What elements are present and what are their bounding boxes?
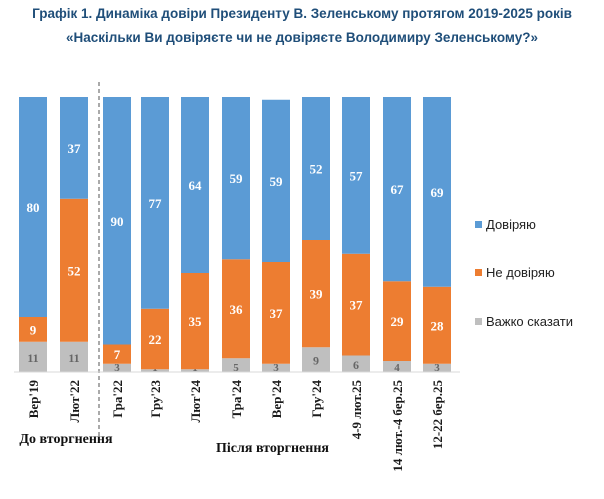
x-tick-label: Вер'19 (26, 380, 41, 419)
data-label-distrust: 39 (310, 287, 324, 302)
data-label-trust: 59 (270, 174, 284, 189)
bar-hard (262, 363, 290, 372)
legend-item-hard-to-say: Важко сказати (475, 314, 573, 329)
x-tick-label: Лют'22 (67, 380, 82, 422)
x-tick-label: Гра'22 (110, 380, 125, 418)
data-label-trust: 90 (111, 214, 124, 229)
legend-swatch-trust (475, 221, 482, 228)
data-label-trust: 37 (68, 141, 82, 156)
bar-hard (19, 341, 47, 372)
x-tick-label: 4-9 лют.25 (349, 380, 364, 440)
data-label-trust: 77 (149, 196, 163, 211)
data-label-hard: 3 (114, 362, 120, 374)
bar-distrust (262, 262, 290, 364)
bar-hard (423, 363, 451, 372)
bar-distrust (103, 344, 131, 364)
bar-hard (141, 369, 169, 372)
data-label-distrust: 37 (350, 298, 364, 313)
data-label-distrust: 7 (114, 347, 121, 362)
x-tick-label: Гру'23 (148, 380, 163, 418)
legend-label-distrust: Не довіряю (486, 265, 555, 280)
data-label-hard: 4 (394, 362, 400, 374)
bar-distrust (19, 317, 47, 342)
legend-swatch-distrust (475, 269, 482, 276)
data-label-distrust: 37 (270, 306, 284, 321)
data-label-distrust: 52 (68, 263, 81, 278)
bar-hard (383, 361, 411, 372)
chart-subtitle: «Наскільки Ви довіряєте чи не довіряєте … (66, 30, 538, 45)
bar-hard (302, 347, 330, 372)
bar-distrust (302, 240, 330, 348)
bar-trust (302, 97, 330, 240)
x-tick-label: Тра'24 (229, 380, 244, 419)
bar-trust (181, 97, 209, 273)
data-label-hard: 3 (434, 362, 440, 374)
bar-distrust (141, 308, 169, 370)
bar-distrust (383, 281, 411, 361)
bar-hard (103, 363, 131, 372)
data-label-hard: 5 (233, 362, 239, 374)
x-tick-label: Гру'24 (309, 380, 324, 418)
bar-distrust (222, 259, 250, 359)
data-label-distrust: 29 (391, 314, 405, 329)
data-label-trust: 64 (189, 178, 203, 193)
data-label-trust: 57 (350, 168, 364, 183)
x-tick-label: 14 лют.-4 бер.25 (390, 380, 405, 472)
bar-trust (423, 97, 451, 287)
bar-distrust (423, 286, 451, 364)
data-label-hard: 11 (27, 351, 38, 365)
data-label-hard: 3 (273, 362, 279, 374)
bar-trust (342, 97, 370, 254)
data-label-trust: 67 (391, 182, 405, 197)
data-label-hard: 9 (313, 354, 319, 368)
x-tick-label: 12-22 бер.25 (430, 380, 445, 450)
bar-trust (19, 97, 47, 317)
legend-item-distrust: Не довіряю (475, 265, 555, 280)
bar-distrust (60, 198, 88, 342)
bar-trust (383, 97, 411, 282)
legend-item-trust: Довіряю (475, 217, 536, 232)
legend-swatch-hard-to-say (475, 318, 482, 325)
bar-hard (222, 358, 250, 372)
bar-trust (103, 97, 131, 345)
bar-hard (60, 341, 88, 372)
data-label-hard: 11 (68, 351, 79, 365)
data-label-trust: 69 (431, 185, 445, 200)
bar-hard (342, 355, 370, 372)
data-label-trust: 80 (27, 200, 40, 215)
bar-trust (222, 97, 250, 260)
legend-label-trust: Довіряю (486, 217, 536, 232)
bar-trust (262, 99, 290, 262)
x-tick-label: Лют'24 (188, 380, 203, 423)
bar-hard (181, 369, 209, 372)
data-label-hard: 6 (353, 358, 359, 372)
data-label-distrust: 28 (431, 318, 445, 333)
data-label-trust: 59 (230, 171, 244, 186)
chart-title: Графік 1. Динаміка довіри Президенту В. … (32, 6, 572, 21)
legend-label-hard-to-say: Важко сказати (486, 314, 573, 329)
bar-distrust (342, 253, 370, 356)
x-tick-label: Вер'24 (269, 380, 284, 419)
group-label-before: До вторгнення (19, 432, 113, 447)
data-label-distrust: 9 (30, 322, 37, 337)
data-label-distrust: 35 (189, 314, 203, 329)
group-label-after: Після вторгнення (216, 441, 329, 456)
bar-trust (60, 97, 88, 199)
data-label-distrust: 22 (149, 332, 162, 347)
bar-trust (141, 97, 169, 309)
data-label-distrust: 36 (230, 302, 244, 317)
bar-distrust (181, 273, 209, 370)
data-label-trust: 52 (310, 162, 323, 177)
